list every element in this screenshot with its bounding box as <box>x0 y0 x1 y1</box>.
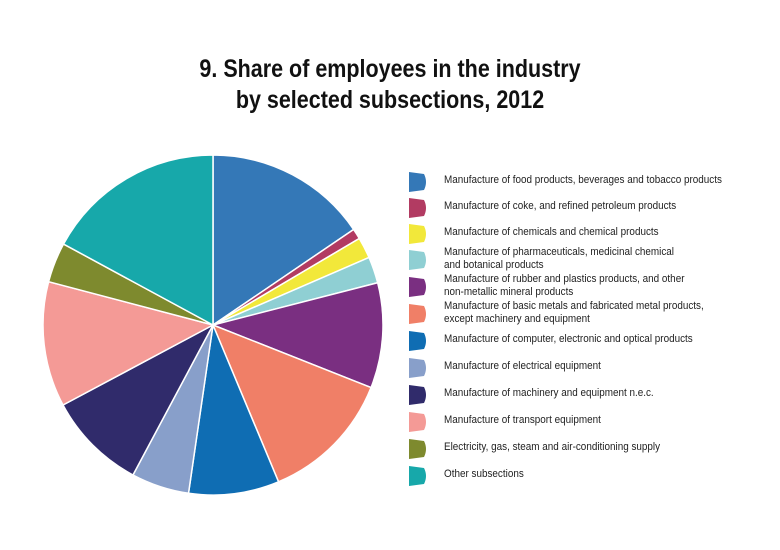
legend-item: Other subsections <box>406 462 776 488</box>
legend-item: Manufacture of basic metals and fabricat… <box>406 300 776 326</box>
legend-swatch <box>409 172 426 192</box>
legend-label: Manufacture of computer, electronic and … <box>444 333 714 346</box>
legend-label-line: Manufacture of machinery and equipment n… <box>444 387 654 399</box>
legend-label: Manufacture of electrical equipment <box>444 360 714 373</box>
legend-swatch <box>409 224 426 244</box>
legend-swatch <box>409 331 426 351</box>
legend-item: Manufacture of transport equipment <box>406 408 776 434</box>
legend-label-line: Manufacture of computer, electronic and … <box>444 333 693 345</box>
legend-label: Manufacture of pharmaceuticals, medicina… <box>444 246 714 271</box>
legend-item: Manufacture of food products, beverages … <box>406 168 776 194</box>
chart-title: 9. Share of employees in the industry by… <box>55 54 726 116</box>
legend-label-line: Manufacture of basic metals and fabricat… <box>444 300 704 312</box>
pie-slice-10 <box>42 280 216 407</box>
legend-item: Manufacture of chemicals and chemical pr… <box>406 220 776 246</box>
legend-swatch <box>409 358 426 378</box>
legend-item: Electricity, gas, steam and air-conditio… <box>406 435 776 461</box>
legend-swatch <box>409 277 426 297</box>
legend-item: Manufacture of pharmaceuticals, medicina… <box>406 246 776 272</box>
legend-label: Manufacture of rubber and plastics produ… <box>444 273 714 298</box>
legend-label: Manufacture of food products, beverages … <box>444 174 722 187</box>
pie-slice-6 <box>211 323 373 483</box>
pie-slice-7 <box>187 322 280 496</box>
legend-swatch <box>409 385 426 405</box>
legend-label-line: Manufacture of rubber and plastics produ… <box>444 273 685 285</box>
legend-label: Manufacture of basic metals and fabricat… <box>444 300 714 325</box>
legend-label-line: Electricity, gas, steam and air-conditio… <box>444 441 661 453</box>
legend-label-line: Manufacture of chemicals and chemical pr… <box>444 226 659 238</box>
legend-label-line: Manufacture of coke, and refined petrole… <box>444 200 677 212</box>
legend-label: Manufacture of chemicals and chemical pr… <box>444 226 714 239</box>
legend-swatch <box>409 198 426 218</box>
legend-swatch <box>409 412 426 432</box>
legend-label: Manufacture of machinery and equipment n… <box>444 387 714 400</box>
legend-label-line: Other subsections <box>444 468 524 480</box>
legend-label-line: Manufacture of electrical equipment <box>444 360 601 372</box>
legend-label: Electricity, gas, steam and air-conditio… <box>444 441 714 454</box>
legend-label-line: except machinery and equipment <box>444 312 590 325</box>
pie-slices <box>42 154 384 496</box>
legend-item: Manufacture of electrical equipment <box>406 354 776 380</box>
legend-label: Manufacture of coke, and refined petrole… <box>444 200 714 213</box>
legend-label-line: Manufacture of pharmaceuticals, medicina… <box>444 246 675 258</box>
legend-swatch <box>409 304 426 324</box>
pie-slice-9 <box>61 323 215 477</box>
pie-slice-12 <box>62 154 214 327</box>
legend-label-line: Manufacture of transport equipment <box>444 414 601 426</box>
legend-item: Manufacture of machinery and equipment n… <box>406 381 776 407</box>
legend-label: Other subsections <box>444 468 714 481</box>
legend-label-line: Manufacture of food products, beverages … <box>444 174 722 186</box>
legend-item: Manufacture of rubber and plastics produ… <box>406 273 776 299</box>
pie-slice-5 <box>210 281 384 389</box>
legend-label-line: and botanical products <box>444 258 544 271</box>
legend-swatch <box>409 250 426 270</box>
chart-title-line-1: 9. Share of employees in the industry <box>199 55 581 83</box>
chart-title-line-2: by selected subsections, 2012 <box>235 86 545 114</box>
legend-swatch <box>409 466 426 486</box>
legend-swatch <box>409 439 426 459</box>
legend-label-line: non-metallic mineral products <box>444 285 574 298</box>
legend-item: Manufacture of coke, and refined petrole… <box>406 194 776 220</box>
pie-slice-1 <box>212 154 355 327</box>
legend-item: Manufacture of computer, electronic and … <box>406 327 776 353</box>
legend-label: Manufacture of transport equipment <box>444 414 714 427</box>
